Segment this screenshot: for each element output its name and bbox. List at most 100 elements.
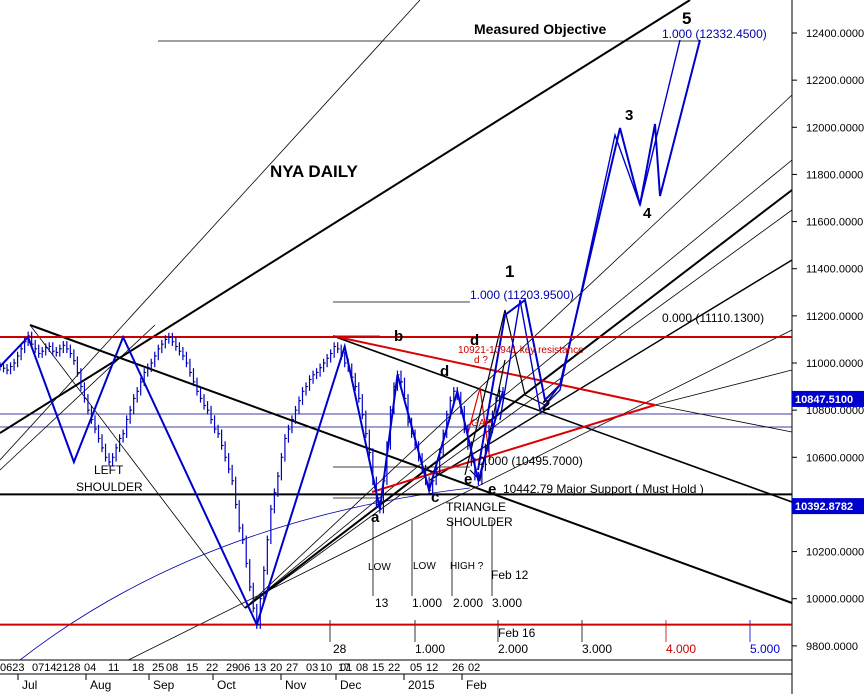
x-month-label: Nov [285, 678, 306, 692]
cycle-top-3: HIGH ? [450, 561, 484, 572]
x-date-label: 18 [132, 662, 144, 674]
x-date-label: 10 [320, 662, 332, 674]
cycle-top-2: LOW [413, 561, 436, 572]
triangle-lower-line [371, 404, 656, 493]
x-month-label: 2015 [408, 678, 435, 692]
y-tick-label: 11600.0000 [806, 217, 863, 229]
key-resistance-label: 10921-10941 key resistance [458, 345, 584, 356]
x-month-label: Oct [217, 678, 236, 692]
y-tick-label: 12400.0000 [806, 28, 864, 40]
y-tick-label: 10600.0000 [806, 452, 864, 464]
price-tag-label: 10392.8782 [795, 501, 853, 513]
x-date-label: 22 [206, 662, 218, 674]
x-month-label: Jul [22, 678, 37, 692]
resistance-level-label: 0.000 (11110.1300) [662, 311, 764, 325]
blue-arc-line [19, 487, 471, 660]
y-tick-label: 12200.0000 [806, 75, 864, 87]
fan-line [0, 0, 421, 461]
price-tag [792, 498, 864, 515]
cycle-top-4: Feb 12 [491, 568, 529, 582]
fib-label-mid: 1.000 (11203.9500) [470, 288, 574, 302]
upper-channel-line [0, 0, 691, 434]
y-tick-label: 11000.0000 [806, 358, 863, 370]
x-date-label: 15 [186, 662, 198, 674]
x-date-label: 26 [452, 662, 464, 674]
x-date-label: 06 [238, 662, 250, 674]
y-tick-label: 11800.0000 [806, 169, 863, 181]
x-date-label: 0714 [32, 662, 56, 674]
y-tick-label: 9800.0000 [806, 641, 858, 653]
fan-line [244, 209, 792, 609]
y-tick-label: 12000.0000 [806, 122, 864, 134]
x-date-label: 25 [152, 662, 164, 674]
chart-title: NYA DAILY [270, 162, 359, 181]
plot-area [0, 0, 792, 660]
wave-label-1: 1 [505, 262, 514, 281]
support-level-label: 10442.79 Major Support ( Must Hold ) [503, 482, 704, 496]
x-date-label: 11 [108, 662, 119, 674]
x-date-label: 12 [426, 662, 438, 674]
gap-marker [467, 387, 481, 434]
y-tick-label: 11400.0000 [806, 264, 863, 276]
x-date-label: 15 [372, 662, 384, 674]
fib-label-low: 0.000 (10495.7000) [478, 454, 583, 468]
price-tag [792, 390, 864, 407]
wave-label-b: b [394, 328, 403, 345]
y-tick-label: 10200.0000 [806, 547, 864, 559]
rising-trend-line [244, 189, 792, 609]
x-date-label: 27 [286, 662, 298, 674]
wave-path-blue [0, 334, 504, 628]
triangle-extension [654, 404, 792, 433]
price-tag-label: 10847.5100 [795, 394, 853, 406]
wave-label-3: 3 [625, 107, 633, 124]
x-date-label: 08 [166, 662, 178, 674]
y-tick-label: 11200.0000 [806, 311, 863, 323]
triangle-shoulder-label: TRIANGLE SHOULDER [446, 500, 513, 529]
time-ratio-1: 28 [333, 642, 347, 656]
wave-label-d-2: d [470, 332, 479, 349]
fib-label-top: 1.000 (12332.4500) [662, 27, 767, 41]
time-ratio-3: Feb 16 [498, 626, 536, 640]
fan-line [127, 329, 792, 660]
x-date-label: 08 [356, 662, 368, 674]
time-ratio-4: 2.000 [498, 642, 528, 656]
triangle-extension [654, 369, 792, 406]
left-shoulder-label: LEFT [94, 463, 124, 477]
triangle-shoulder-text-2: SHOULDER [446, 515, 513, 529]
wave-label-c: c [431, 489, 439, 506]
time-ratio-2: 1.000 [415, 642, 445, 656]
x-month-label: Feb [466, 678, 487, 692]
x-month-label: Dec [340, 678, 361, 692]
x-date-label: 0623 [0, 662, 24, 674]
wave-label-e-1: e [464, 471, 472, 488]
gap-label: GAP [471, 418, 492, 429]
x-month-label: Aug [90, 678, 111, 692]
x-date-label: 17 [338, 662, 350, 674]
x-date-label: 29 [226, 662, 238, 674]
x-date-label: 01 [340, 662, 352, 674]
rising-trend-line [429, 259, 792, 481]
cycle-top-1: LOW [368, 562, 391, 573]
fan-line [244, 159, 792, 609]
x-date-label: 02 [468, 662, 480, 674]
cycle-bottom-1: 13 [375, 596, 389, 610]
x-date-label: 20 [270, 662, 282, 674]
wave-path-blue-projection-2 [499, 39, 681, 421]
wave-label-e-2: e [488, 481, 496, 498]
wave-label-5: 5 [682, 9, 691, 28]
left-shoulder-text: LEFT [94, 463, 124, 477]
cycle-bottom-4: 3.000 [492, 596, 522, 610]
fan-line [29, 324, 246, 609]
measured-objective-label: Measured Objective [474, 21, 606, 37]
time-ratio-7: 5.000 [750, 642, 780, 656]
y-tick-label: 10000.0000 [806, 594, 864, 606]
cycle-bottom-3: 2.000 [453, 596, 483, 610]
wave-label-a: a [371, 509, 380, 526]
neckline-descending [29, 324, 792, 604]
left-shoulder-label-2: SHOULDER [76, 480, 143, 494]
time-ratio-6: 4.000 [666, 642, 696, 656]
wave-path-black [464, 309, 561, 476]
y-tick-label: 10800.0000 [806, 405, 864, 417]
triangle-shoulder-text-1: TRIANGLE [446, 500, 506, 514]
